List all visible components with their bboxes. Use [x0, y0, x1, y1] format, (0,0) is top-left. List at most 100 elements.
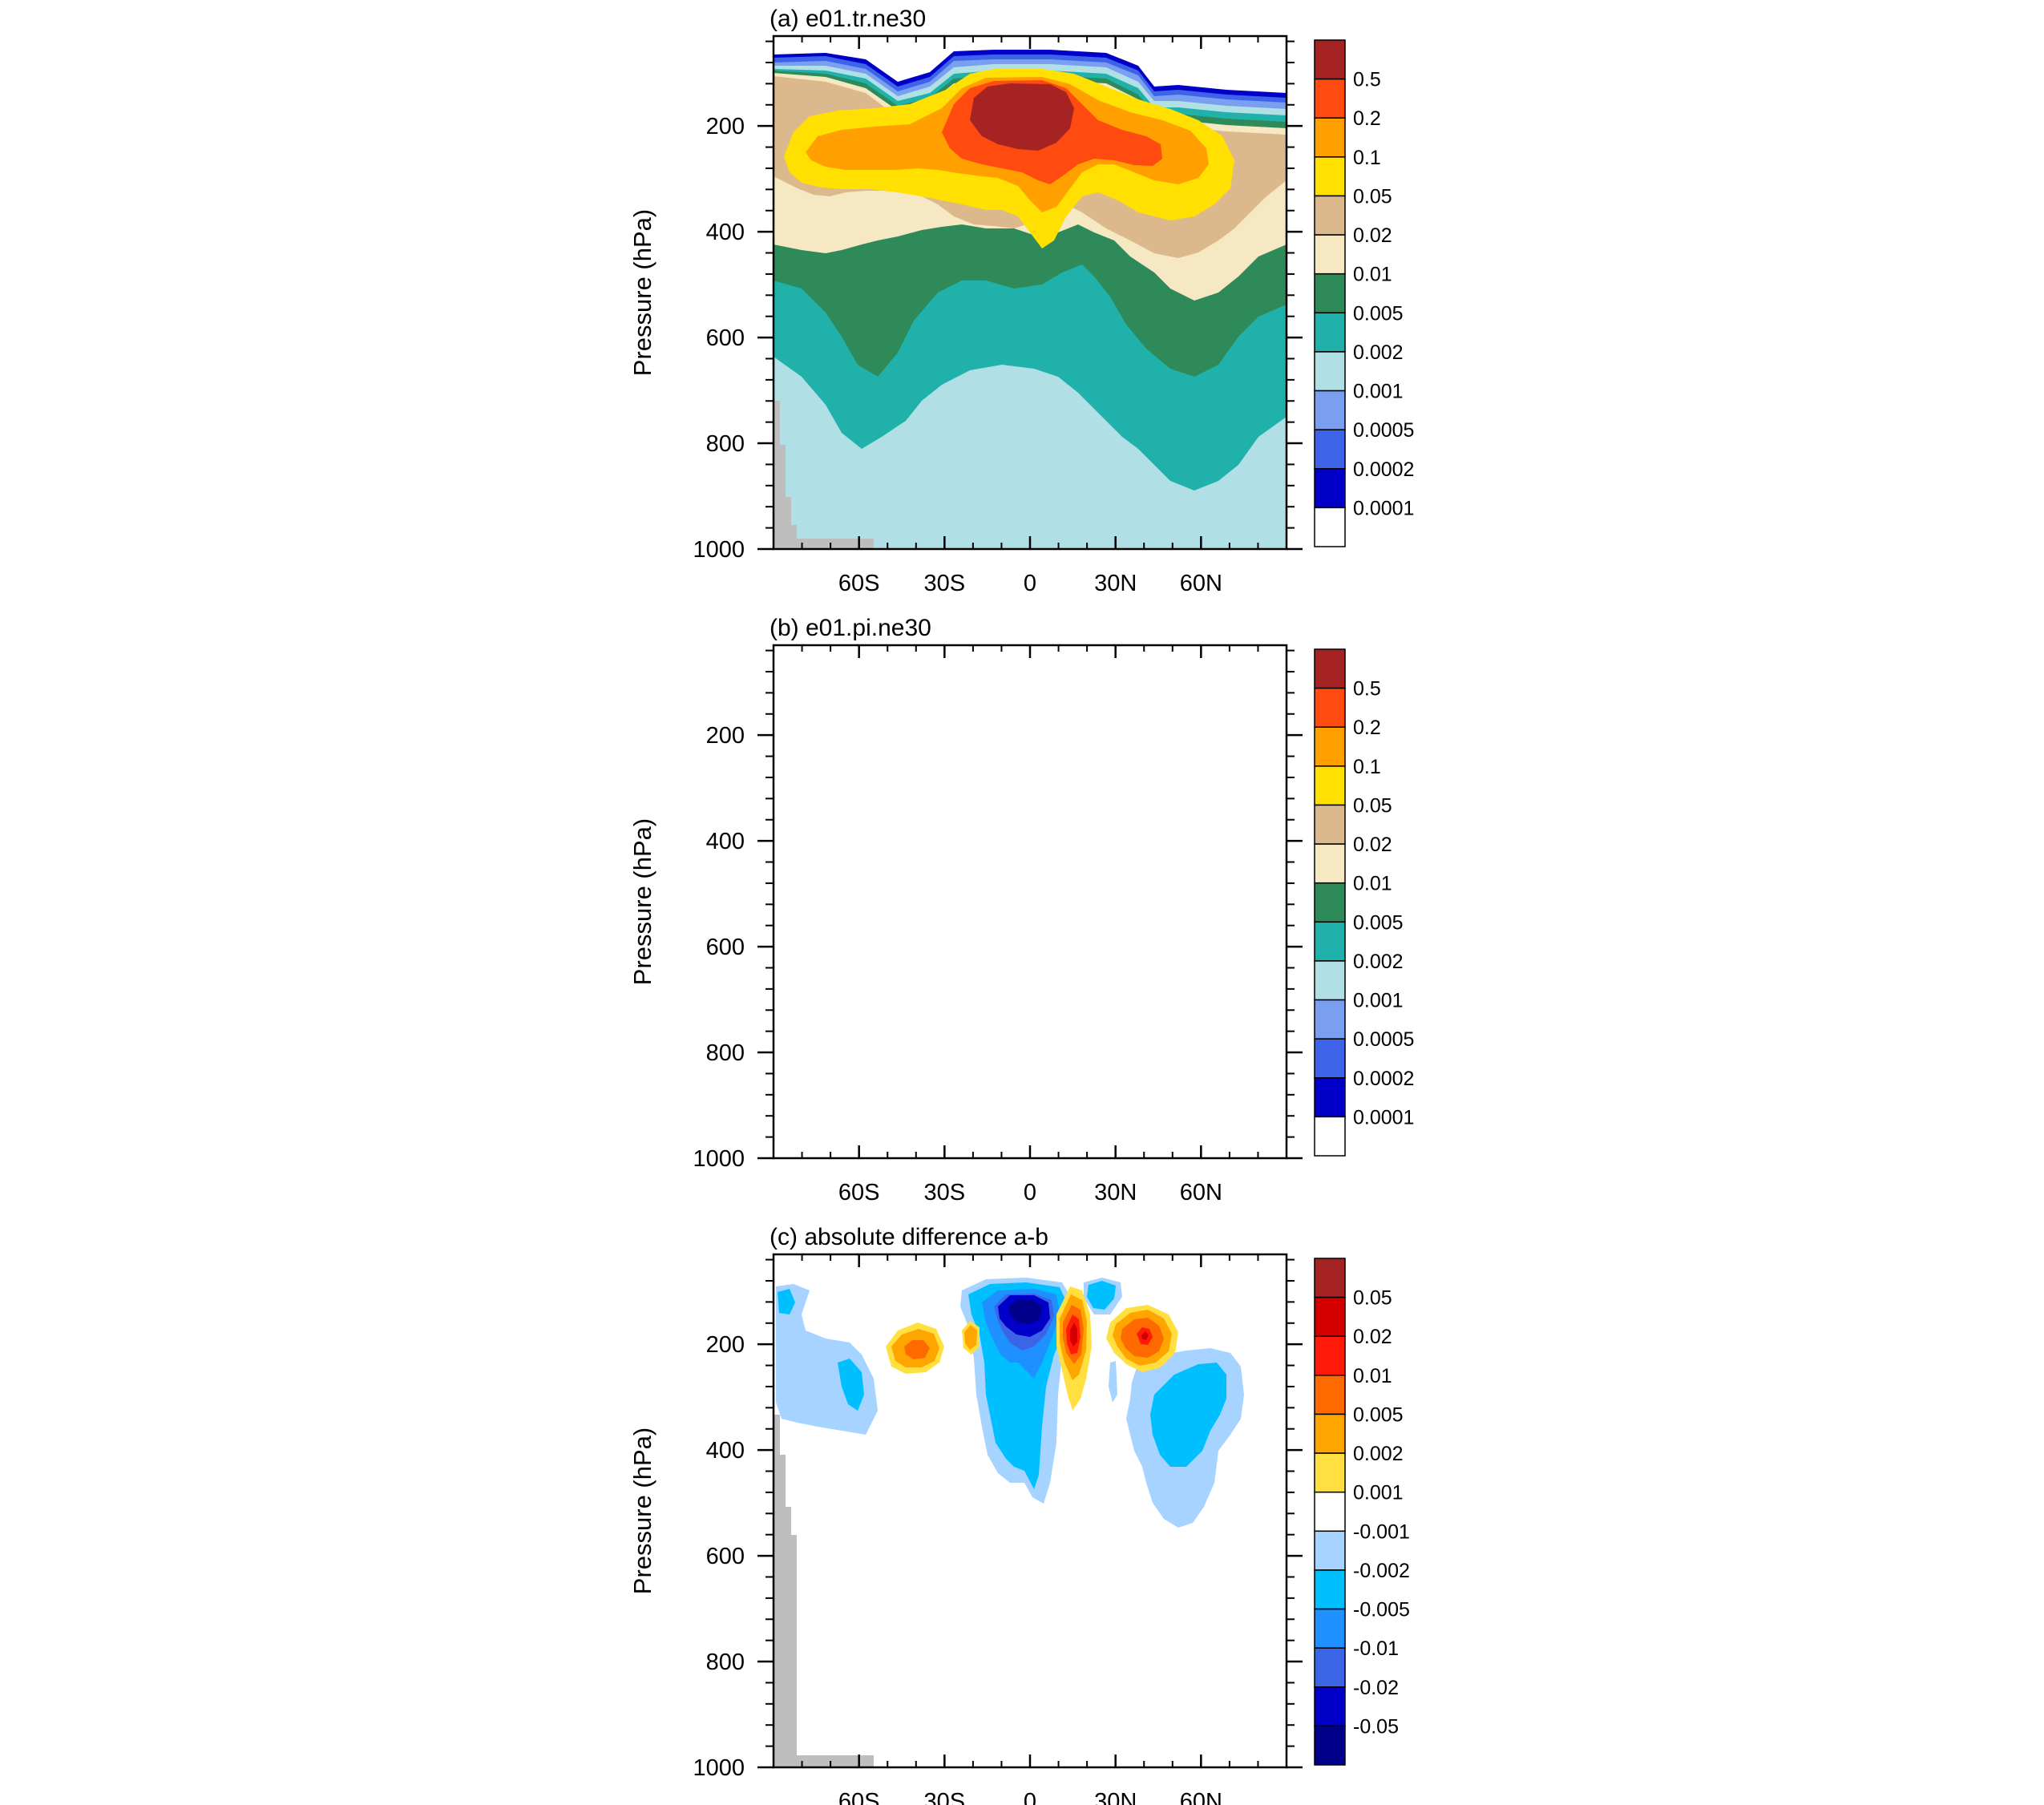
colorbar-box	[1314, 1491, 1346, 1532]
y-tick-label: 400	[706, 1438, 745, 1464]
colorbar-box	[1314, 804, 1346, 845]
contour-field	[774, 1278, 1244, 1767]
colorbar-label: 0.02	[1353, 224, 1392, 247]
colorbar-box	[1314, 390, 1346, 430]
band-0.0001	[774, 659, 1287, 1158]
colorbar: 0.5 0.2 0.1 0.05 0.02 0.01 0.005 0.002 0.001 0.00…	[1314, 648, 1414, 1157]
x-tick-label: 60S	[838, 1789, 880, 1805]
band-pos-0.005	[904, 1340, 930, 1359]
y-axis-label: Pressure (hPa)	[628, 1427, 656, 1594]
colorbar-label: 0.01	[1353, 264, 1392, 286]
colorbar-box	[1314, 1530, 1346, 1571]
x-tick-label: 30N	[1094, 571, 1137, 596]
colorbar-box	[1314, 1569, 1346, 1610]
colorbar-label: 0.5	[1353, 678, 1381, 701]
band-0.001	[774, 673, 1287, 1158]
colorbar-label: 0.005	[1353, 302, 1404, 325]
colorbar-box	[1314, 429, 1346, 470]
colorbar-box	[1314, 687, 1346, 728]
colorbar-box	[1314, 1296, 1346, 1337]
colorbar-box	[1314, 921, 1346, 962]
panel-title: (b) e01.pi.ne30	[770, 615, 931, 641]
axes: 60S 30S 0 30N 60N 200 400 600 800 1000	[693, 645, 1303, 1205]
colorbar-box	[1314, 273, 1346, 314]
y-axis-label: Pressure (hPa)	[628, 818, 656, 985]
y-tick-label: 600	[706, 1544, 745, 1569]
missing-data-region	[774, 401, 874, 549]
x-tick-label: 30S	[924, 571, 966, 596]
band-0.005	[774, 680, 1287, 986]
colorbar: 0.5 0.2 0.1 0.05 0.02 0.01 0.005 0.002 0.001 0.00…	[1314, 39, 1414, 547]
band-0.2	[942, 689, 1162, 793]
x-tick-label: 60N	[1180, 1180, 1222, 1205]
colorbar-label: -0.01	[1353, 1637, 1399, 1660]
colorbar-box	[1314, 999, 1346, 1040]
panel-c: (c) absolute difference a-b	[628, 1224, 1410, 1805]
band-pos-0.02	[1141, 1331, 1149, 1340]
band-0.01	[774, 682, 1287, 910]
colorbar-label: 0.002	[1353, 1443, 1404, 1465]
colorbar-label: -0.001	[1353, 1520, 1410, 1543]
band-0.05	[784, 678, 1234, 858]
colorbar-box	[1314, 1452, 1346, 1493]
band-neg-0.002	[838, 1359, 864, 1411]
colorbar-label: 0.001	[1353, 990, 1404, 1012]
y-tick-label: 200	[706, 723, 745, 749]
y-tick-label: 800	[706, 431, 745, 457]
colorbar: 0.05 0.02 0.01 0.005 0.002 0.001 -0.001 -0.002 -…	[1314, 1258, 1410, 1766]
colorbar-box	[1314, 156, 1346, 197]
colorbar-box	[1314, 1725, 1346, 1766]
band-0.0005	[774, 668, 1287, 1158]
panel-b: (b) e01.pi.ne30 Pressure (hPa) 60S 30S 0 30…	[628, 615, 1414, 1205]
colorbar-label: 0.0002	[1353, 458, 1414, 481]
colorbar-box	[1314, 882, 1346, 923]
colorbar-box	[1314, 39, 1346, 80]
colorbar-box	[1314, 1038, 1346, 1079]
colorbar-label: 0.0005	[1353, 419, 1414, 442]
colorbar-label: -0.02	[1353, 1677, 1399, 1699]
missing-data-region	[774, 1415, 874, 1767]
y-tick-label: 1000	[693, 1755, 745, 1781]
colorbar-box	[1314, 1335, 1346, 1376]
y-tick-label: 800	[706, 1650, 745, 1675]
y-tick-label: 400	[706, 829, 745, 854]
colorbar-box	[1314, 960, 1346, 1001]
band-neg-0.001	[1109, 1361, 1117, 1403]
panel-title: (a) e01.tr.ne30	[770, 6, 926, 32]
x-tick-label: 30S	[924, 1789, 966, 1805]
contour-field	[774, 659, 1287, 1158]
colorbar-label: 0.0005	[1353, 1028, 1414, 1051]
colorbar-label: 0.5	[1353, 69, 1381, 91]
band-0.0002	[774, 664, 1287, 1158]
band-0.5	[970, 693, 1074, 760]
colorbar-label: 0.0001	[1353, 497, 1414, 519]
colorbar-box	[1314, 195, 1346, 236]
y-axis-label: Pressure (hPa)	[628, 209, 656, 376]
panel-title: (c) absolute difference a-b	[770, 1224, 1048, 1250]
axes: 60S 30S 0 30N 60N 200 400 600 800 1000	[693, 36, 1303, 596]
band-0.5	[970, 83, 1074, 151]
band-0.1	[806, 686, 1209, 822]
colorbar-box	[1314, 765, 1346, 806]
colorbar-box	[1314, 1413, 1346, 1454]
x-tick-label: 60S	[838, 571, 880, 596]
band-pos-0.02	[1070, 1322, 1077, 1347]
x-tick-label: 30N	[1094, 1180, 1137, 1205]
colorbar-label: 0.002	[1353, 951, 1404, 973]
colorbar-box	[1314, 234, 1346, 275]
colorbar-label: -0.005	[1353, 1599, 1410, 1621]
axes: 60S 30S 0 30N 60N 200 400 600 800 1000	[693, 1254, 1303, 1805]
colorbar-box	[1314, 78, 1346, 119]
band-neg-0.002	[1087, 1281, 1116, 1310]
colorbar-box	[1314, 312, 1346, 353]
colorbar-label: 0.1	[1353, 756, 1381, 778]
y-tick-label: 1000	[693, 1146, 745, 1172]
colorbar-label: 0.01	[1353, 873, 1392, 895]
colorbar-label: 0.2	[1353, 717, 1381, 739]
contour-field	[774, 50, 1287, 549]
colorbar-label: 0.1	[1353, 147, 1381, 169]
colorbar-box	[1314, 1375, 1346, 1415]
colorbar-label: 0.05	[1353, 794, 1392, 817]
x-tick-label: 0	[1024, 571, 1036, 596]
